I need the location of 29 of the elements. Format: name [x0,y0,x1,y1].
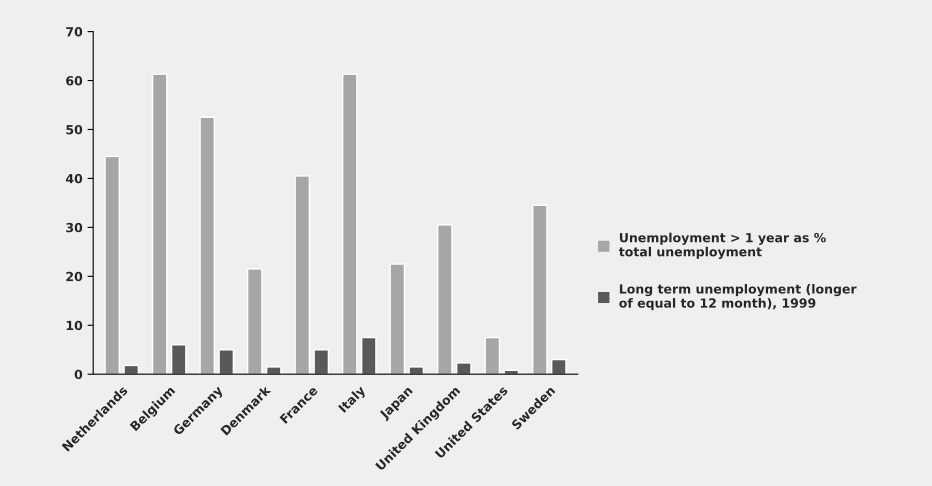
y-tick-label: 30 [66,222,82,232]
bar [456,362,472,374]
bar [152,73,168,374]
bar [246,268,263,374]
bar [436,224,453,374]
bar [294,175,310,374]
legend-label: Unemployment > 1 year as % total unemployment [618,232,826,259]
bar [342,73,358,374]
bar [360,336,377,374]
bar [170,344,187,374]
legend-label: Long term unemployment (longer of equal to 12 month), 1999 [619,284,857,310]
bar [123,364,140,374]
bar [218,349,234,374]
y-tick-label: 50 [66,124,82,134]
y-tick-label: 60 [66,76,82,86]
y-tick-label: 70 [66,27,82,37]
bar [266,366,282,374]
y-tick-label: 0 [74,370,82,380]
bar [313,349,330,374]
bar [551,358,567,374]
bar [104,156,120,374]
bar [408,366,424,374]
y-tick-label: 20 [66,272,82,282]
bar [389,263,406,374]
y-tick-label: 40 [66,174,82,184]
bar [199,116,216,374]
y-tick-label: 10 [66,320,82,330]
bar [532,204,548,374]
bar [484,336,500,374]
